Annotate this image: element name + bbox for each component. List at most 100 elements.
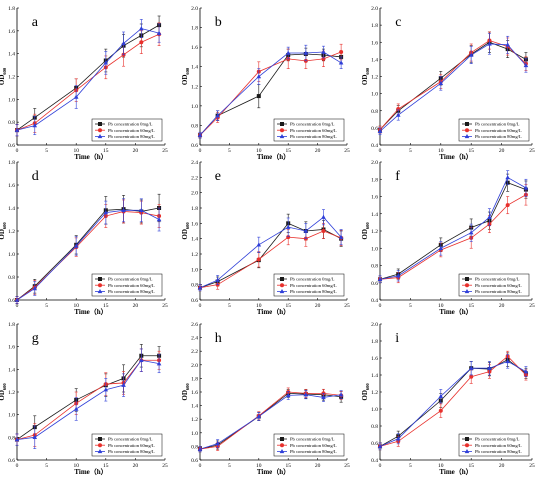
y-tick-label: 2.0 bbox=[191, 363, 198, 369]
x-tick-label: 20 bbox=[133, 303, 139, 309]
y-axis-title-subscript: 600 bbox=[2, 67, 7, 75]
legend-swatch-marker bbox=[465, 443, 469, 448]
legend-label: Pb concentration 60mg/L bbox=[290, 443, 337, 448]
legend-label: Pb concentration 0mg/L bbox=[290, 437, 335, 442]
data-point bbox=[156, 361, 162, 366]
x-tick-label: 25 bbox=[162, 463, 168, 469]
legend-entry: Pb concentration 0mg/L bbox=[95, 277, 153, 282]
legend-label: Pb concentration 0mg/L bbox=[290, 122, 335, 127]
legend-label: Pb concentration 60mg/L bbox=[475, 443, 522, 448]
panel-c: 0 5 10 15 20 25 0.4 0.6 0.8 1.0 1.2 1.4 1.6 1.8 2.0 Tim… bbox=[361, 6, 535, 161]
series-line bbox=[379, 359, 527, 447]
legend: Pb concentration 0mg/LPb concentration 6… bbox=[458, 433, 530, 457]
x-tick-label: 5 bbox=[45, 463, 48, 469]
panel-d: 0 5 10 15 20 25 0.6 0.8 1.0 1.2 1.4 1.6 1.8 Time（h） OD… bbox=[0, 160, 168, 316]
y-tick-label: 0.6 bbox=[8, 458, 15, 464]
panel-letter: f bbox=[395, 169, 400, 184]
legend-swatch-marker bbox=[465, 122, 469, 126]
x-tick-label: 25 bbox=[529, 463, 535, 469]
y-tick-label: 1.6 bbox=[8, 183, 15, 189]
data-point bbox=[139, 357, 144, 362]
data-point bbox=[139, 40, 144, 45]
legend-label: Pb concentration 80mg/L bbox=[475, 289, 522, 294]
y-tick-label: 1.0 bbox=[371, 407, 378, 413]
x-tick-label: 15 bbox=[103, 148, 109, 154]
legend-entry: Pb concentration 60mg/L bbox=[277, 443, 337, 448]
y-tick-label: 0.4 bbox=[371, 143, 378, 149]
x-tick-label: 10 bbox=[438, 148, 444, 154]
series-line bbox=[379, 194, 527, 280]
x-tick-label: 5 bbox=[228, 303, 231, 309]
x-tick-label: 0 bbox=[199, 463, 202, 469]
y-tick-label: 0.6 bbox=[8, 143, 15, 149]
legend: Pb concentration 0mg/LPb concentration 6… bbox=[273, 273, 345, 297]
y-axis-title: OD600 bbox=[0, 67, 7, 85]
y-axis-title: OD600 bbox=[361, 67, 370, 85]
x-axis-title: Time（h） bbox=[257, 468, 290, 476]
data-point bbox=[121, 40, 126, 46]
data-point bbox=[395, 112, 401, 117]
data-point bbox=[338, 392, 344, 397]
y-axis-title-main: OD bbox=[181, 229, 189, 240]
series-2 bbox=[14, 348, 162, 449]
x-tick-label: 10 bbox=[256, 463, 262, 469]
y-tick-label: 1.2 bbox=[8, 75, 15, 81]
x-tick-label: 15 bbox=[285, 303, 291, 309]
legend-entry: Pb concentration 80mg/L bbox=[277, 134, 337, 139]
y-tick-label: 0.6 bbox=[191, 298, 198, 304]
x-tick-label: 15 bbox=[285, 148, 291, 154]
legend-label: Pb concentration 0mg/L bbox=[108, 122, 153, 127]
x-tick-label: 5 bbox=[228, 463, 231, 469]
data-point bbox=[438, 80, 444, 86]
data-point bbox=[139, 26, 144, 31]
series-2 bbox=[14, 198, 162, 304]
legend: Pb concentration 0mg/LPb concentration 6… bbox=[458, 273, 530, 297]
legend-entry: Pb concentration 80mg/L bbox=[95, 289, 155, 294]
legend-swatch-marker bbox=[465, 437, 469, 441]
data-point bbox=[139, 207, 144, 212]
legend-label: Pb concentration 80mg/L bbox=[108, 449, 155, 454]
legend-box bbox=[458, 273, 530, 297]
data-point bbox=[523, 185, 529, 190]
legend-label: Pb concentration 80mg/L bbox=[290, 134, 337, 139]
data-point bbox=[121, 207, 126, 212]
series-0 bbox=[15, 15, 162, 137]
legend-label: Pb concentration 0mg/L bbox=[475, 277, 520, 282]
x-tick-label: 0 bbox=[379, 463, 382, 469]
series-2 bbox=[197, 209, 344, 292]
data-point bbox=[215, 441, 220, 446]
y-axis-title-main: OD bbox=[0, 75, 6, 86]
x-tick-label: 10 bbox=[73, 148, 79, 154]
x-tick-label: 5 bbox=[409, 303, 412, 309]
legend-swatch-marker bbox=[98, 122, 102, 126]
legend-entry: Pb concentration 60mg/L bbox=[462, 128, 522, 133]
series-2 bbox=[197, 44, 344, 139]
x-tick-label: 25 bbox=[162, 303, 168, 309]
x-tick-label: 25 bbox=[344, 463, 350, 469]
legend-entry: Pb concentration 60mg/L bbox=[95, 443, 155, 448]
data-point bbox=[256, 242, 262, 247]
data-point bbox=[73, 94, 79, 99]
data-point bbox=[103, 60, 109, 65]
y-tick-label: 1.6 bbox=[8, 345, 15, 351]
data-point bbox=[256, 94, 261, 99]
legend-label: Pb concentration 0mg/L bbox=[475, 437, 520, 442]
legend-label: Pb concentration 80mg/L bbox=[108, 134, 155, 139]
data-point bbox=[14, 127, 20, 132]
y-tick-label: 0.8 bbox=[191, 444, 198, 450]
data-point bbox=[468, 52, 474, 57]
y-tick-label: 1.8 bbox=[191, 376, 198, 382]
y-axis-title: OD600 bbox=[181, 67, 190, 85]
data-point bbox=[321, 229, 326, 233]
y-tick-label: 2.2 bbox=[191, 349, 198, 355]
x-tick-label: 15 bbox=[468, 148, 474, 154]
legend: Pb concentration 0mg/LPb concentration 6… bbox=[91, 433, 163, 457]
legend-entry: Pb concentration 0mg/L bbox=[277, 437, 335, 442]
y-tick-label: 1.4 bbox=[371, 373, 378, 379]
y-tick-label: 1.2 bbox=[191, 252, 198, 258]
y-tick-label: 1.2 bbox=[191, 84, 198, 90]
x-tick-label: 10 bbox=[438, 303, 444, 309]
x-tick-label: 20 bbox=[133, 148, 139, 154]
y-tick-label: 1.0 bbox=[8, 252, 15, 258]
y-axis-title-subscript: 600 bbox=[185, 222, 190, 230]
